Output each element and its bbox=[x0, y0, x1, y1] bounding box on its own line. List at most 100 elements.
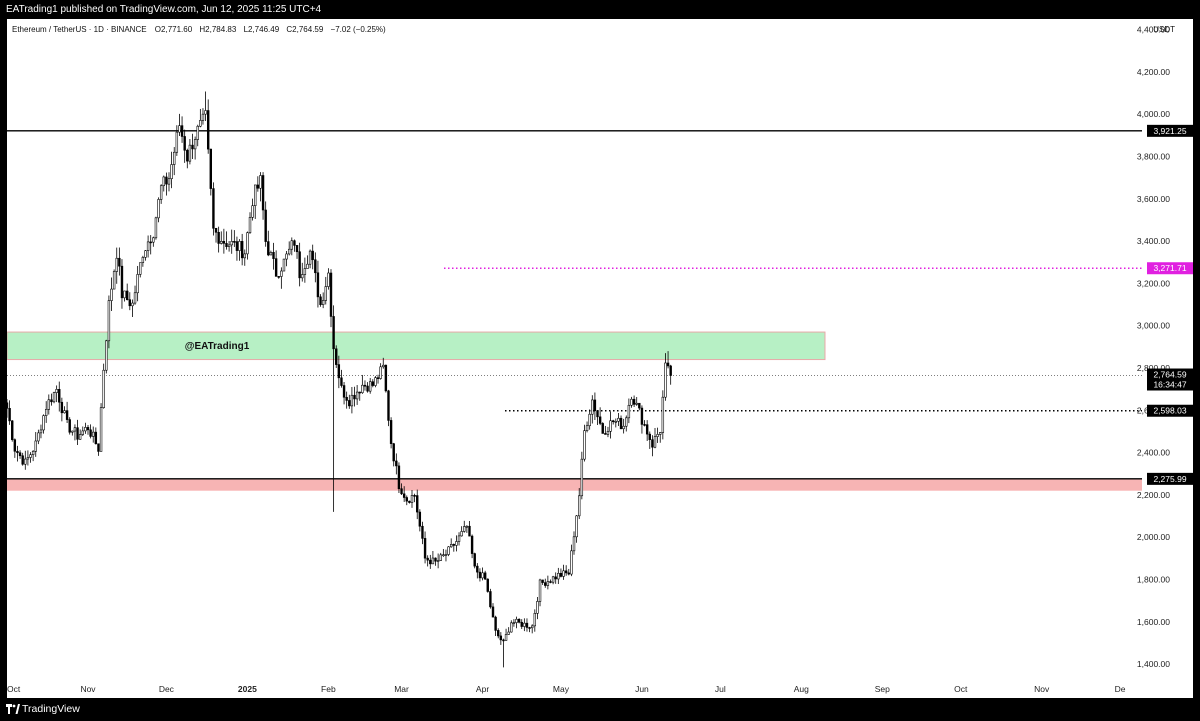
legend-open: O2,771.60 bbox=[155, 25, 193, 34]
candle-body bbox=[538, 579, 542, 602]
price-chart[interactable]: @EATrading1 Ethereum / TetherUS · 1D · B… bbox=[7, 19, 1193, 698]
candle-body bbox=[515, 618, 518, 623]
candle-body bbox=[73, 427, 77, 432]
candle-body bbox=[512, 622, 516, 624]
candle-body bbox=[269, 252, 273, 256]
candle-body bbox=[523, 622, 526, 627]
candle-body bbox=[68, 419, 71, 433]
candle-body bbox=[165, 176, 168, 185]
candle-body bbox=[167, 178, 171, 185]
candle-body bbox=[238, 241, 241, 251]
candle-body bbox=[214, 227, 218, 233]
candle-body bbox=[421, 525, 424, 539]
candle-body bbox=[638, 402, 641, 409]
legend-symbol: Ethereum / TetherUS · 1D · BINANCE bbox=[12, 25, 147, 34]
candle-body bbox=[261, 175, 265, 211]
candle-body bbox=[389, 420, 393, 444]
candle-body bbox=[225, 243, 228, 247]
candle-body bbox=[327, 272, 330, 287]
candle-body bbox=[314, 259, 317, 274]
candle-body bbox=[434, 557, 437, 562]
candle-body bbox=[47, 399, 51, 410]
price-tag-bg bbox=[1147, 404, 1193, 417]
y-tick-label: 2,800.00 bbox=[1137, 363, 1170, 373]
candle-body bbox=[530, 625, 534, 629]
price-tags: 3,921.25 3,271.71 2,598.03 2,275.99 2,764.59… bbox=[1147, 124, 1193, 485]
candle-body bbox=[251, 205, 254, 218]
candle-body bbox=[402, 493, 406, 498]
candle-body bbox=[84, 427, 87, 432]
countdown-label: 16:34:47 bbox=[1153, 380, 1186, 390]
x-tick-label: Apr bbox=[476, 684, 489, 694]
candle-body bbox=[476, 565, 479, 573]
candle-body bbox=[656, 434, 659, 437]
publish-text: EATrading1 published on TradingView.com,… bbox=[6, 4, 322, 15]
x-tick-label: Feb bbox=[321, 684, 336, 694]
x-tick-label: Jul bbox=[715, 684, 726, 694]
y-tick-label: 3,800.00 bbox=[1137, 151, 1170, 161]
x-tick-label: Dec bbox=[159, 684, 175, 694]
candle-body bbox=[520, 621, 523, 627]
candle-body bbox=[405, 497, 408, 502]
last-price-label: 2,764.59 bbox=[1153, 370, 1186, 380]
candle-body bbox=[536, 601, 539, 614]
candle-body bbox=[489, 591, 492, 608]
candle-body bbox=[240, 241, 244, 259]
candle-body bbox=[517, 618, 521, 623]
candle-body bbox=[76, 427, 79, 440]
last-price-tag-bg bbox=[1147, 368, 1193, 391]
candle-body bbox=[136, 274, 139, 294]
candle-body bbox=[470, 535, 474, 554]
candle-body bbox=[371, 381, 375, 386]
candle-body bbox=[8, 408, 11, 422]
candle-body bbox=[295, 245, 299, 253]
candle-body bbox=[71, 430, 74, 433]
x-tick-label: 2025 bbox=[238, 684, 257, 694]
candle-body bbox=[447, 546, 450, 555]
candle-body bbox=[460, 531, 463, 537]
candle-body bbox=[669, 365, 672, 376]
candle-body bbox=[110, 288, 113, 301]
candle-body bbox=[528, 627, 531, 629]
y-tick-label: 3,600.00 bbox=[1137, 194, 1170, 204]
candle-body bbox=[290, 240, 294, 250]
candle-body bbox=[572, 536, 576, 552]
candle-body bbox=[361, 384, 364, 394]
candle-body bbox=[549, 581, 552, 583]
candle-body bbox=[544, 582, 547, 586]
candle-body bbox=[44, 409, 48, 416]
candle-body bbox=[188, 144, 192, 162]
candle-body bbox=[353, 394, 356, 400]
candle-body bbox=[298, 251, 301, 279]
candle-body bbox=[193, 139, 197, 150]
candle-body bbox=[34, 440, 37, 452]
candle-body bbox=[285, 253, 288, 260]
candle-body bbox=[319, 296, 322, 305]
candle-body bbox=[491, 606, 495, 618]
candle-body bbox=[183, 136, 186, 151]
candle-body bbox=[564, 570, 568, 574]
candle-body bbox=[625, 417, 628, 427]
candle-body bbox=[277, 276, 280, 278]
candle-body bbox=[379, 366, 382, 379]
candle-body bbox=[614, 421, 618, 423]
x-tick-label: Jun bbox=[635, 684, 649, 694]
candle-body bbox=[429, 559, 432, 565]
candle-body bbox=[444, 554, 448, 556]
candle-body bbox=[287, 248, 291, 255]
candle-body bbox=[86, 427, 90, 431]
candle-body bbox=[504, 634, 508, 641]
candle-body bbox=[139, 262, 142, 275]
candle-body bbox=[413, 495, 416, 497]
candle-body bbox=[175, 131, 179, 153]
candle-body bbox=[303, 268, 307, 275]
candle-body bbox=[468, 525, 471, 537]
price-tag-label: 3,921.25 bbox=[1153, 126, 1186, 136]
candle-body bbox=[217, 231, 220, 244]
x-tick-label: May bbox=[553, 684, 570, 694]
publish-header: EATrading1 published on TradingView.com,… bbox=[0, 0, 1200, 19]
candle-body bbox=[483, 572, 487, 580]
candle-body bbox=[588, 413, 591, 427]
candle-body bbox=[316, 272, 320, 298]
time-axis[interactable]: Oct Nov Dec 2025 Feb Mar Apr May Jun Jul Aug Sep Oct… bbox=[7, 684, 1126, 694]
